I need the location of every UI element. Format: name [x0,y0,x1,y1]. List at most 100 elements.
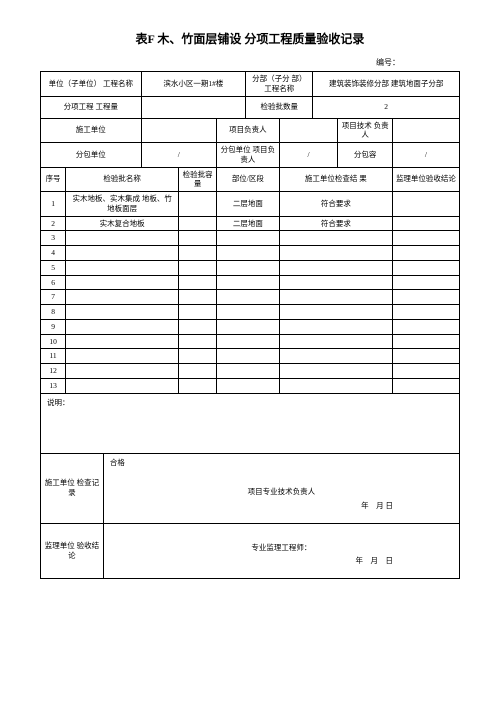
cell-cap [179,364,217,379]
header-row-3: 施工单位 项目负责人 项目技术 负责人 [41,118,460,143]
cell-name [66,378,179,393]
batch-count-value: 2 [313,96,460,118]
cell-seq: 6 [41,275,66,290]
cell-cap [179,319,217,334]
construct-unit-value [141,118,216,143]
check-record-row: 施工单位 检查记录 合格 项目专业技术负责人 年 月 日 [41,453,460,523]
cell-result1: 符合要求 [279,192,392,217]
cell-result2 [392,231,459,246]
table-row: 12 [41,364,460,379]
cell-result2 [392,260,459,275]
subcontract-unit-label: 分包单位 [41,143,142,168]
cell-part [216,275,279,290]
cell-cap [179,275,217,290]
cell-part [216,378,279,393]
table-row: 13 [41,378,460,393]
cell-result1 [279,260,392,275]
cell-seq: 2 [41,216,66,231]
cell-name [66,275,179,290]
cell-cap [179,334,217,349]
section-label: 分部（子分 部）工程名称 [246,72,313,97]
cell-name [66,290,179,305]
cell-cap [179,260,217,275]
cell-result2 [392,192,459,217]
cell-seq: 12 [41,364,66,379]
header-row-1: 单位（子单位） 工程名称 滨水小区一期1#楼 分部（子分 部）工程名称 建筑装饰… [41,72,460,97]
pm-label: 项目负责人 [216,118,279,143]
cell-name [66,246,179,261]
section-value: 建筑装饰装修分部 建筑地面子分部 [313,72,460,97]
cell-result1 [279,334,392,349]
cell-part: 二层地面 [216,216,279,231]
unit-value: 滨水小区一期1#楼 [141,72,246,97]
subcontract-content-value: / [392,143,459,168]
check-date: 年 月 日 [110,501,453,511]
cell-name [66,260,179,275]
col-seq: 序号 [41,167,66,192]
tech-lead-label: 项目技术 负责人 [338,118,392,143]
construct-unit-label: 施工单位 [41,118,142,143]
cell-part [216,349,279,364]
audit-content: 专业监理工程师： 年 月 日 [103,523,459,578]
table-row: 5 [41,260,460,275]
table-row: 10 [41,334,460,349]
cell-result2 [392,290,459,305]
col-supervisor-result: 监理单位验收结论 [392,167,459,192]
unit-label: 单位（子单位） 工程名称 [41,72,142,97]
col-part: 部位/区段 [216,167,279,192]
table-row: 3 [41,231,460,246]
cell-seq: 9 [41,319,66,334]
cell-result2 [392,246,459,261]
cell-result2 [392,305,459,320]
cell-seq: 5 [41,260,66,275]
header-row-2: 分项工程 工程量 检验批数量 2 [41,96,460,118]
cell-result1 [279,290,392,305]
cell-name: 实木复合地板 [66,216,179,231]
cell-name [66,334,179,349]
qty-value [141,96,246,118]
header-row-4: 分包单位 / 分包单位 项目负责人 / 分包容 / [41,143,460,168]
qty-label: 分项工程 工程量 [41,96,142,118]
cell-name [66,349,179,364]
table-row: 9 [41,319,460,334]
cell-cap [179,231,217,246]
subcontract-unit-value: / [141,143,216,168]
audit-sign-label: 专业监理工程师： [110,543,453,553]
col-batch-capacity: 检验批容量 [179,167,217,192]
cell-part [216,260,279,275]
form-title: 表F 木、竹面层铺设 分项工程质量验收记录 [40,30,460,47]
cell-seq: 7 [41,290,66,305]
cell-cap [179,216,217,231]
desc-cell: 说明： [41,393,460,453]
cell-result2 [392,378,459,393]
cell-result1 [279,231,392,246]
cell-result1 [279,364,392,379]
cell-result1: 符合要求 [279,216,392,231]
audit-row: 监理单位 验收结论 专业监理工程师： 年 月 日 [41,523,460,578]
cell-part [216,246,279,261]
cell-result2 [392,216,459,231]
cell-part [216,334,279,349]
cell-cap [179,378,217,393]
cell-result1 [279,319,392,334]
cell-seq: 11 [41,349,66,364]
cell-seq: 13 [41,378,66,393]
table-row: 2实木复合地板 二层地面符合要求 [41,216,460,231]
cell-name [66,319,179,334]
cell-part [216,364,279,379]
table-row: 1实木地板、实木集成 地板、竹地板面层二层地面符合要求 [41,192,460,217]
table-row: 8 [41,305,460,320]
cell-name [66,305,179,320]
cell-result2 [392,334,459,349]
cell-seq: 1 [41,192,66,217]
table-row: 11 [41,349,460,364]
cell-result1 [279,305,392,320]
cell-result1 [279,275,392,290]
cell-result1 [279,378,392,393]
col-batch-name: 检验批名称 [66,167,179,192]
check-sign-label: 项目专业技术负责人 [110,487,453,497]
cell-name: 实木地板、实木集成 地板、竹地板面层 [66,192,179,217]
cell-part [216,305,279,320]
cell-cap [179,290,217,305]
check-record-label: 施工单位 检查记录 [41,453,104,523]
